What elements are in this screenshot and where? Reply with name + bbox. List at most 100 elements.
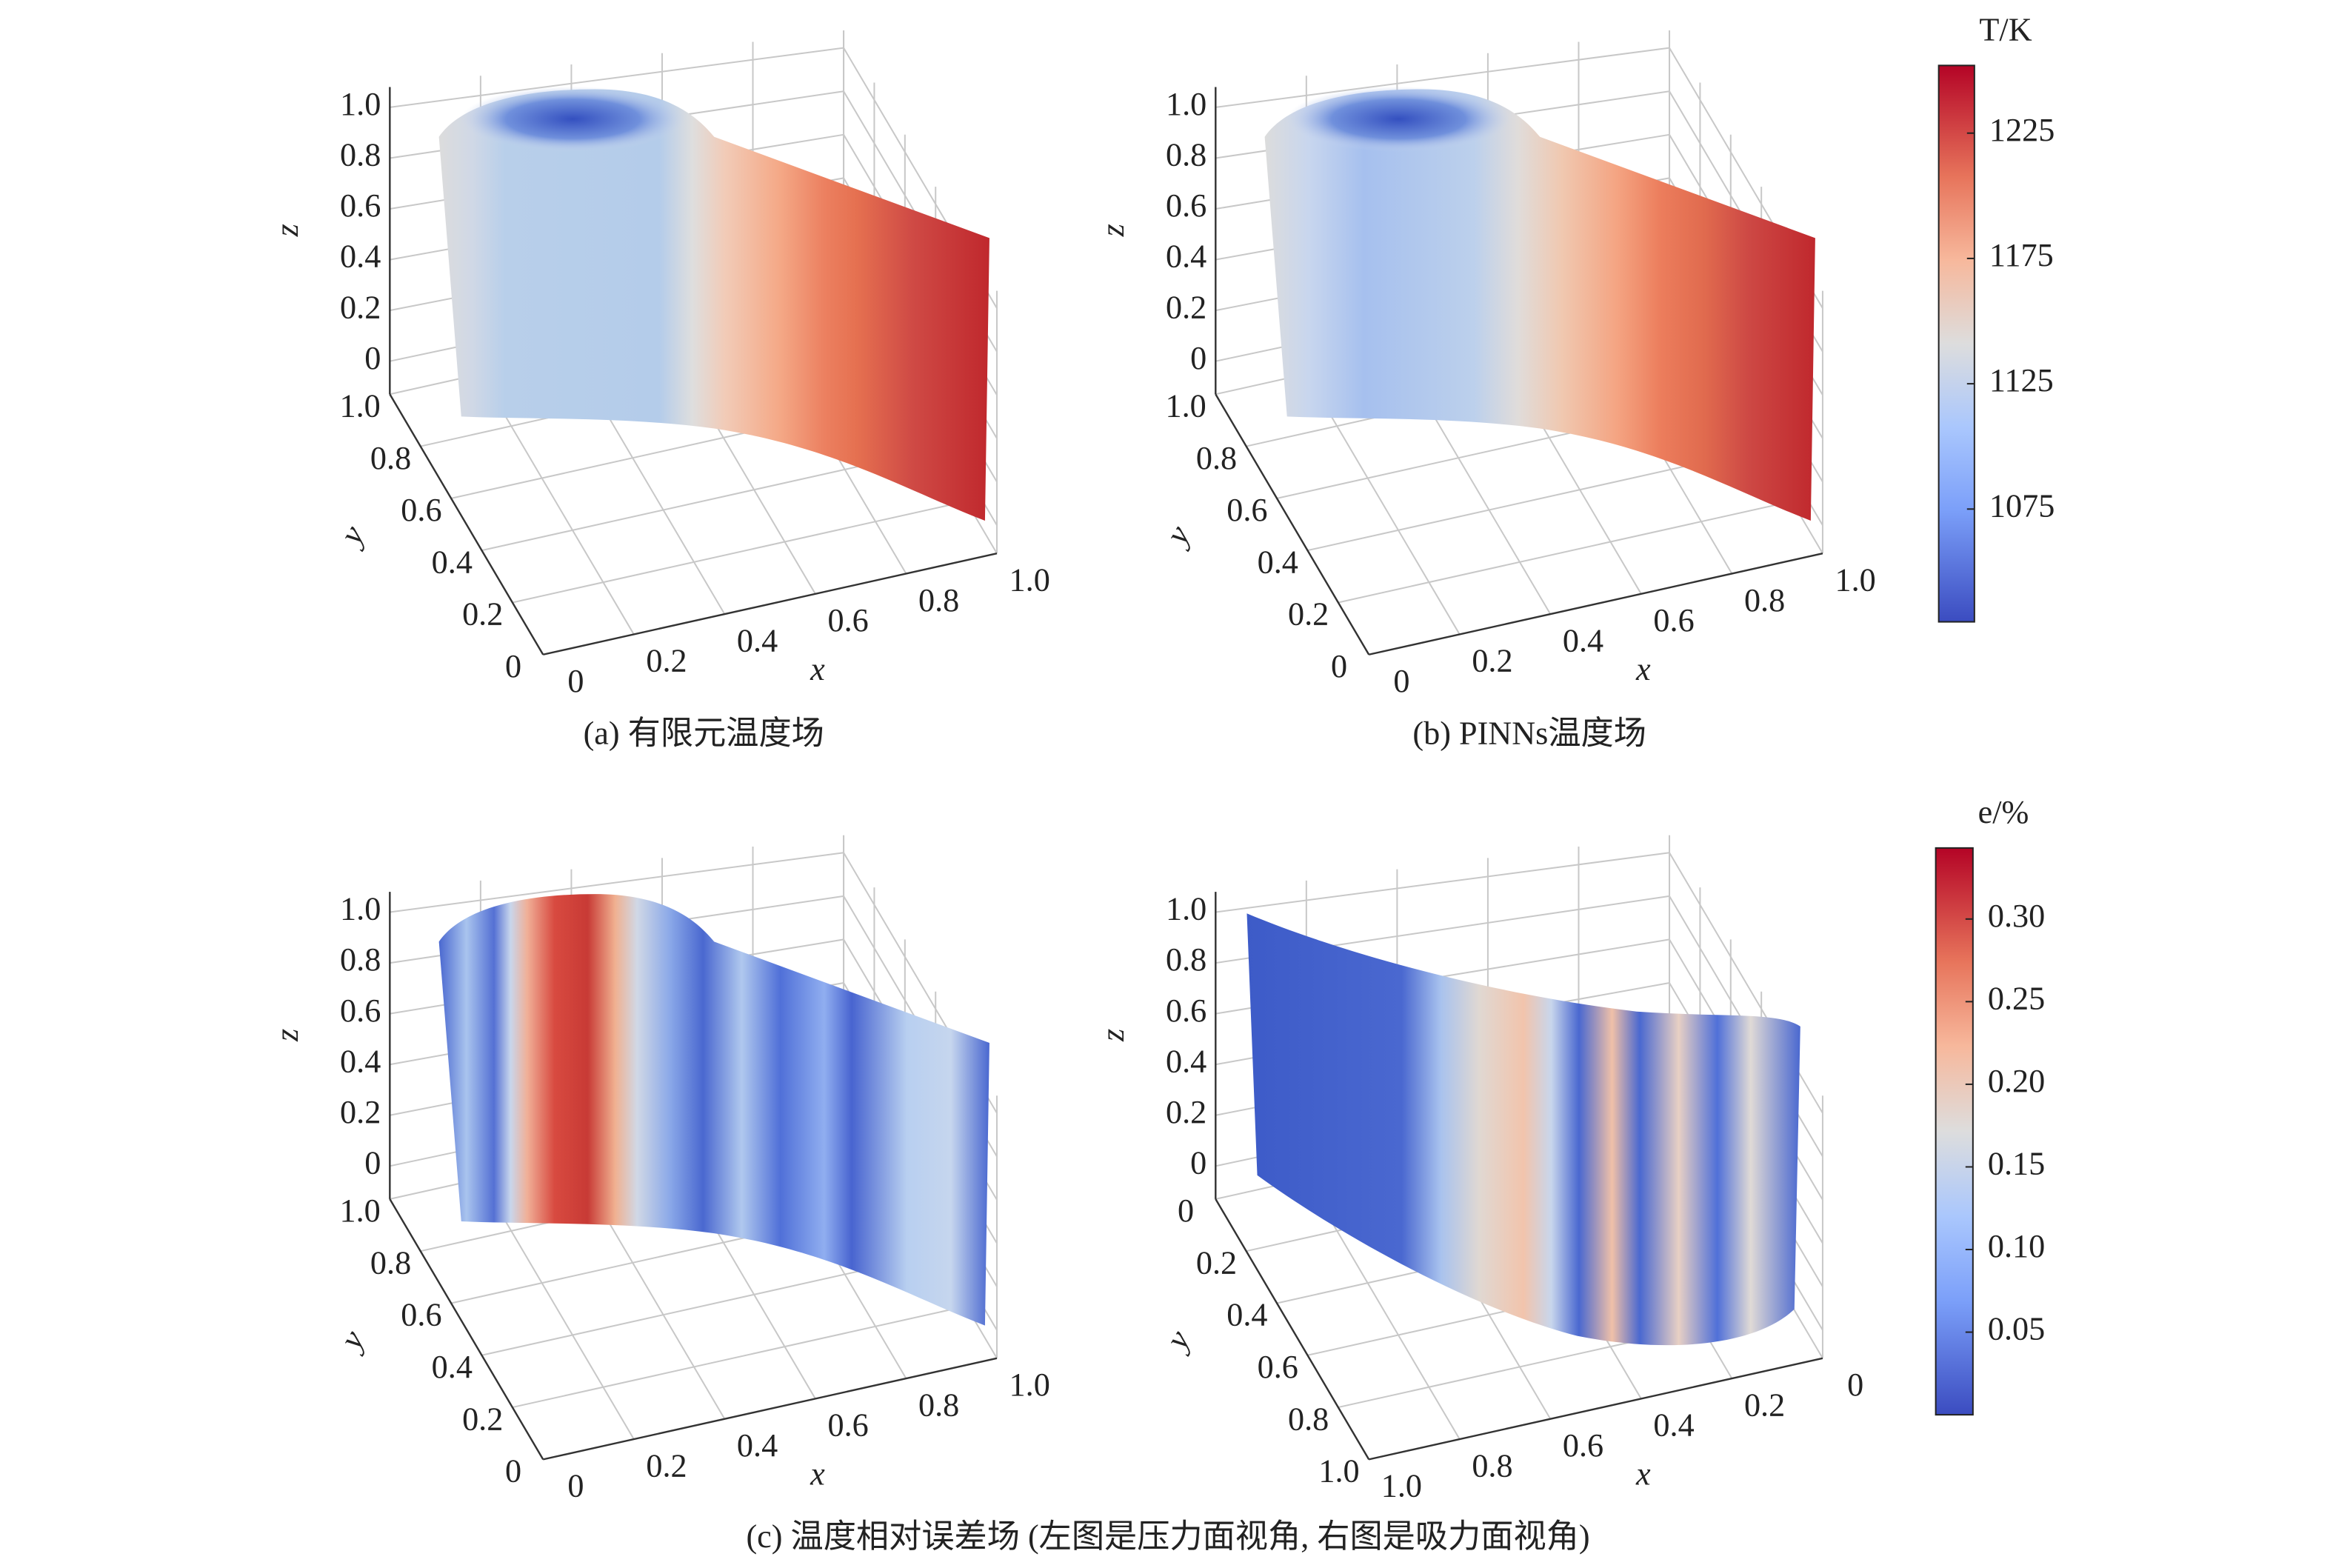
- z-tick-label: 0.4: [1166, 1043, 1206, 1079]
- z-tick-label: 0: [364, 1144, 381, 1181]
- y-tick-label: 0.6: [1258, 1349, 1298, 1385]
- y-tick-label: 0: [505, 648, 521, 684]
- x-tick-label: 0: [1847, 1367, 1863, 1403]
- x-tick-label: 1.0: [1009, 1367, 1050, 1403]
- colorbar-tick-label: 0.20: [1988, 1063, 2045, 1099]
- axis-line: [1368, 553, 1823, 655]
- z-tick-label: 0: [1190, 340, 1206, 376]
- z-tick-label: 0.2: [340, 1094, 381, 1130]
- grid-line: [1215, 852, 1670, 913]
- grid-line: [1338, 500, 1792, 604]
- y-axis-label: y: [1157, 519, 1197, 553]
- axis-line: [389, 393, 544, 655]
- z-tick-label: 1.0: [340, 86, 381, 122]
- x-tick-label: 0: [567, 1468, 584, 1504]
- z-tick-label: 0.2: [340, 289, 381, 325]
- axis-line: [542, 553, 998, 655]
- colorbar-tick-label: 1175: [1989, 237, 2054, 273]
- x-tick-label: 0: [567, 663, 584, 699]
- z-axis-label: z: [269, 1029, 305, 1042]
- x-tick-label: 0.4: [1563, 622, 1603, 658]
- colorbar-tick-label: 0.25: [1988, 980, 2045, 1016]
- z-tick-label: 1.0: [340, 891, 381, 927]
- caption: (c) 温度相对误差场 (左图是压力面视角, 右图是吸力面视角): [746, 1518, 1589, 1555]
- y-tick-label: 1.0: [340, 1192, 381, 1229]
- z-tick-label: 0.4: [340, 1043, 381, 1079]
- y-tick-label: 0.2: [1196, 1244, 1237, 1281]
- z-tick-label: 0: [364, 340, 381, 376]
- z-tick-label: 0.8: [340, 941, 381, 978]
- y-tick-label: 0.8: [370, 440, 411, 476]
- z-tick-label: 0.4: [1166, 238, 1206, 275]
- colorbar-tick-label: 1125: [1989, 362, 2054, 398]
- z-tick-label: 1.0: [1166, 891, 1206, 927]
- z-tick-label: 0: [1190, 1144, 1206, 1181]
- colorbar-tick-label: 0.15: [1988, 1146, 2045, 1182]
- surface-a: [438, 86, 989, 521]
- y-tick-label: 0.4: [1258, 544, 1298, 580]
- z-axis-label: z: [269, 224, 305, 237]
- grid-line: [390, 47, 844, 108]
- z-tick-label: 0.8: [1166, 941, 1206, 978]
- z-tick-label: 0.2: [1166, 1094, 1206, 1130]
- x-tick-label: 0: [1393, 663, 1409, 699]
- z-tick-label: 0.6: [340, 992, 381, 1029]
- y-tick-label: 0.2: [462, 596, 503, 633]
- y-tick-label: 0.8: [370, 1244, 411, 1281]
- surfaces: [438, 86, 1815, 1346]
- y-tick-label: 0.8: [1196, 440, 1237, 476]
- x-tick-label: 1.0: [1381, 1468, 1422, 1504]
- z-tick-label: 0.8: [340, 137, 381, 173]
- y-tick-label: 0: [1178, 1192, 1194, 1229]
- x-tick-label: 0.8: [1472, 1447, 1512, 1484]
- x-tick-label: 1.0: [1835, 561, 1876, 598]
- y-tick-label: 0.4: [432, 544, 473, 580]
- y-tick-label: 1.0: [340, 387, 381, 424]
- y-tick-label: 1.0: [1165, 387, 1206, 424]
- colorbar-tick-label: 0.05: [1988, 1311, 2045, 1347]
- axis-line: [1215, 1198, 1370, 1460]
- axis-line: [1215, 393, 1370, 655]
- x-tick-label: 0.4: [737, 622, 778, 658]
- grid-line: [390, 852, 844, 913]
- x-tick-label: 0.4: [737, 1427, 778, 1464]
- y-tick-label: 0.2: [462, 1401, 503, 1437]
- x-tick-label: 0.2: [1744, 1387, 1785, 1423]
- labels: 00.20.40.60.81.000.20.40.60.81.000.20.40…: [269, 11, 2055, 1504]
- x-tick-label: 1.0: [1009, 561, 1050, 598]
- x-tick-label: 0.8: [918, 1387, 959, 1423]
- axis-line: [1368, 1357, 1823, 1461]
- y-axis-label: y: [331, 1324, 371, 1357]
- z-tick-label: 0.6: [1166, 187, 1206, 224]
- z-tick-label: 0.8: [1166, 137, 1206, 173]
- x-tick-label: 0.2: [646, 643, 687, 679]
- x-tick-label: 0.6: [827, 602, 868, 638]
- x-axis-label: x: [810, 1456, 825, 1492]
- x-tick-label: 0.4: [1653, 1407, 1694, 1444]
- panel-caption: (a) 有限元温度场: [584, 715, 824, 751]
- x-tick-label: 0.2: [1472, 643, 1512, 679]
- grid-line: [512, 1305, 967, 1409]
- colorbar-title: T/K: [1979, 11, 2032, 47]
- y-tick-label: 0.4: [1226, 1297, 1267, 1333]
- z-tick-label: 0.6: [340, 187, 381, 224]
- surface-c: [438, 894, 989, 1326]
- axis-line: [389, 1198, 544, 1460]
- x-tick-label: 0.2: [646, 1447, 687, 1484]
- y-tick-label: 0: [1331, 648, 1347, 684]
- colorbar-tick-label: 1225: [1989, 112, 2055, 148]
- y-tick-label: 0.8: [1288, 1401, 1329, 1437]
- panel-caption: (b) PINNs温度场: [1412, 715, 1646, 751]
- surface-b: [1264, 86, 1815, 521]
- colorbar-tick-label: 0.10: [1988, 1228, 2045, 1264]
- x-tick-label: 0.8: [1744, 582, 1785, 618]
- y-tick-label: 0: [505, 1453, 521, 1489]
- surface-d: [1246, 913, 1800, 1346]
- x-tick-label: 0.6: [1563, 1427, 1603, 1464]
- colorbar-title: e/%: [1978, 794, 2029, 830]
- z-tick-label: 0.6: [1166, 992, 1206, 1029]
- y-tick-label: 0.6: [401, 492, 441, 528]
- z-tick-label: 0.2: [1166, 289, 1206, 325]
- colorbar-tick-label: 0.30: [1988, 898, 2045, 934]
